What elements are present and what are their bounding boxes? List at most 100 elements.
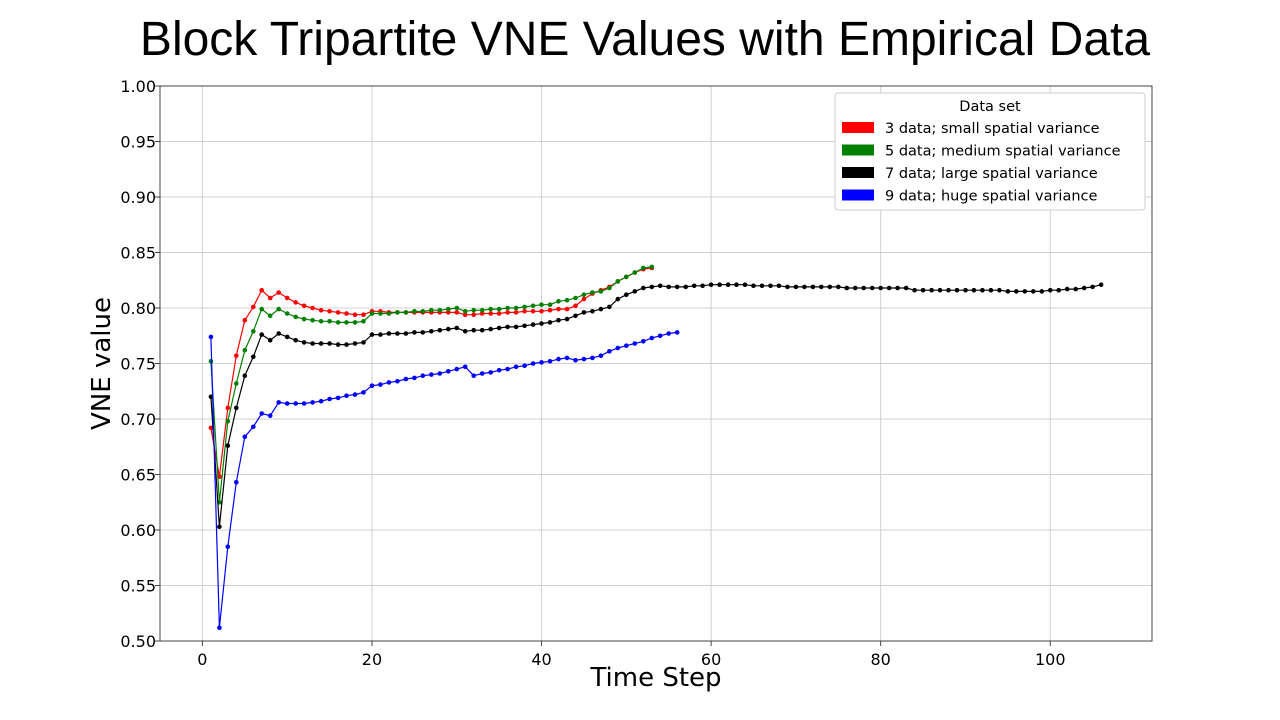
data-point [446, 326, 451, 332]
data-point [369, 311, 375, 316]
data-point [251, 424, 256, 430]
data-point [946, 287, 951, 293]
data-point [284, 401, 290, 406]
data-point [335, 310, 341, 315]
data-point [861, 285, 866, 291]
data-point [293, 401, 299, 406]
data-point [522, 309, 527, 314]
data-point [276, 400, 282, 405]
data-point [513, 324, 519, 330]
data-point [293, 300, 299, 305]
data-point [539, 321, 544, 326]
data-point [573, 357, 578, 363]
data-point [573, 295, 578, 301]
data-point [615, 296, 621, 302]
data-point [624, 274, 629, 280]
data-point [386, 331, 392, 336]
data-point [208, 359, 214, 364]
data-point [217, 625, 222, 630]
data-point [912, 287, 917, 293]
data-point [446, 306, 451, 312]
data-point [267, 313, 273, 319]
data-point [530, 303, 536, 309]
data-point [352, 341, 358, 346]
data-point [581, 292, 587, 298]
data-point [242, 317, 248, 323]
data-point [988, 287, 994, 293]
data-point [454, 325, 460, 331]
series-line [210, 266, 652, 503]
data-point [403, 331, 409, 336]
data-point [225, 544, 231, 549]
legend-title: Data set [959, 99, 1021, 115]
data-point [327, 309, 332, 314]
data-point [657, 283, 663, 289]
data-point [412, 309, 417, 314]
data-point [437, 371, 443, 376]
legend-swatch [842, 122, 874, 133]
axis-ticks: 0 20 40 60 80 100 0.50 0.55 0.60 0.65 0.70 0.75 0.80… [120, 77, 1065, 669]
data-point [564, 297, 570, 303]
data-point [446, 310, 451, 315]
data-point [954, 287, 960, 293]
data-point [471, 312, 477, 318]
data-point [649, 335, 655, 341]
data-point [479, 307, 485, 313]
x-tick-label: 80 [871, 650, 891, 669]
data-point [556, 317, 561, 323]
data-point [624, 292, 629, 298]
data-point [641, 285, 646, 291]
data-point [208, 425, 214, 431]
data-point [479, 327, 485, 333]
data-point [446, 369, 451, 374]
series-4 [208, 330, 680, 630]
data-point [276, 331, 282, 336]
y-tick-label: 0.85 [120, 244, 156, 263]
x-axis-title: Time Step [589, 663, 721, 693]
data-point [361, 319, 366, 324]
data-point [369, 332, 375, 337]
data-point [836, 284, 841, 290]
data-point [378, 311, 383, 316]
data-point [691, 283, 697, 289]
data-point [513, 310, 519, 315]
data-point [674, 284, 680, 290]
data-point [276, 290, 282, 295]
data-point [573, 313, 578, 319]
data-point [505, 305, 510, 311]
data-point [242, 373, 248, 379]
data-point [479, 371, 485, 376]
data-point [267, 337, 273, 343]
data-point [412, 375, 417, 381]
data-point [301, 303, 307, 309]
data-point [530, 309, 536, 314]
data-point [335, 342, 341, 347]
data-point [827, 284, 833, 290]
data-point [344, 320, 349, 325]
data-point [903, 285, 909, 291]
data-point [386, 380, 392, 385]
data-point [929, 287, 934, 293]
legend-entry: 9 data; huge spatial variance [885, 189, 1097, 205]
data-point [564, 316, 570, 322]
x-tick-label: 60 [701, 650, 721, 669]
data-point [242, 347, 248, 353]
y-tick-label: 0.50 [120, 632, 156, 651]
data-point [420, 309, 426, 314]
series-3 [208, 282, 1104, 529]
data-point [488, 306, 494, 312]
data-point [522, 323, 527, 329]
data-point [717, 282, 722, 288]
data-point [454, 310, 460, 315]
data-point [293, 314, 299, 320]
data-point [429, 307, 434, 313]
data-point [522, 304, 527, 310]
data-point [649, 264, 655, 270]
data-point [225, 418, 231, 424]
y-tick-label: 0.55 [120, 577, 156, 596]
y-tick-label: 1.00 [120, 77, 156, 96]
data-point [649, 284, 655, 290]
data-point [708, 282, 714, 288]
data-point [403, 310, 409, 315]
data-point [802, 284, 807, 290]
